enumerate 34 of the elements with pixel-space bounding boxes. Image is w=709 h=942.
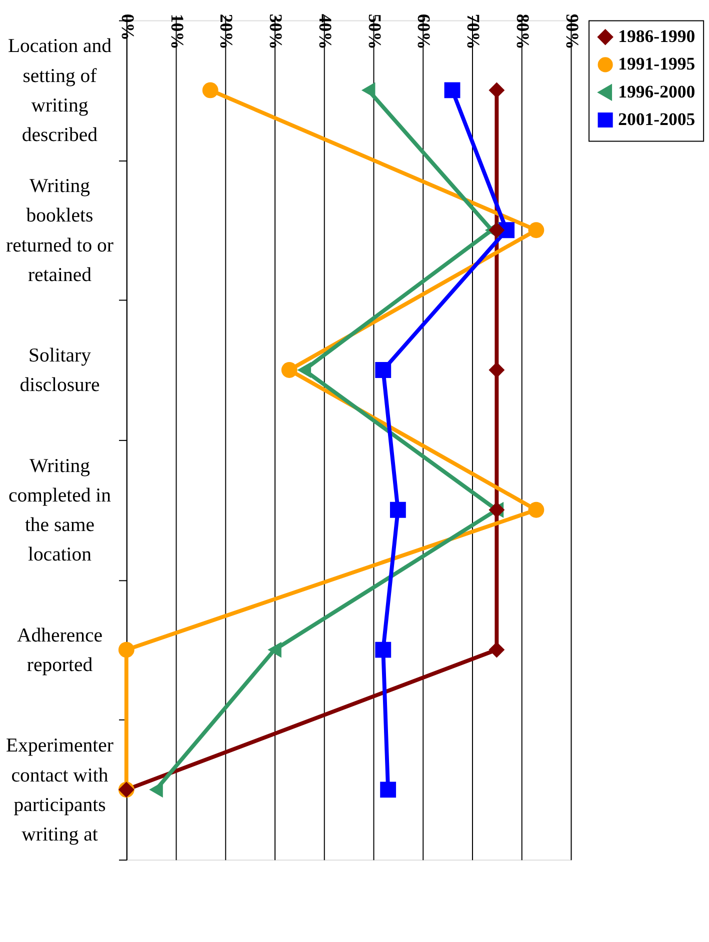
x-tick-label: 30% xyxy=(266,14,286,50)
point xyxy=(281,362,298,378)
point xyxy=(268,642,282,658)
point xyxy=(528,222,544,238)
legend-label: 1996-2000 xyxy=(618,81,696,102)
point xyxy=(488,362,505,378)
y-tick-label: Location and setting of writing described xyxy=(8,35,112,146)
legend-label: 1986-1990 xyxy=(618,26,696,46)
point xyxy=(444,82,460,98)
x-tick-label: 10% xyxy=(167,14,188,50)
y-tick-label: Writing booklets returned to or retained xyxy=(6,175,114,286)
point xyxy=(375,362,392,378)
point xyxy=(375,642,392,658)
point xyxy=(380,782,396,798)
x-tick-label: 60% xyxy=(414,14,434,50)
x-tick-label: 40% xyxy=(315,14,336,50)
legend-label: 2001-2005 xyxy=(618,108,696,129)
point xyxy=(488,642,505,658)
point xyxy=(488,222,505,238)
y-tick-label: Experimenter contact with participants writing at xyxy=(6,734,114,846)
y-tick-label: Writing completed in the same location xyxy=(8,454,112,566)
point xyxy=(390,502,406,518)
x-tick-label: 50% xyxy=(364,14,385,50)
point xyxy=(202,82,218,98)
y-tick-label: Solitary disclosure xyxy=(20,344,100,396)
x-tick-label: 80% xyxy=(512,14,533,50)
point xyxy=(488,82,505,98)
x-tick-label: 20% xyxy=(216,14,237,50)
point xyxy=(297,362,312,378)
point xyxy=(528,502,544,518)
legend-label: 1991-1995 xyxy=(618,54,696,74)
point xyxy=(118,642,134,658)
x-tick-label: 90% xyxy=(562,14,582,50)
y-tick-label: Adherence reported xyxy=(17,624,103,676)
